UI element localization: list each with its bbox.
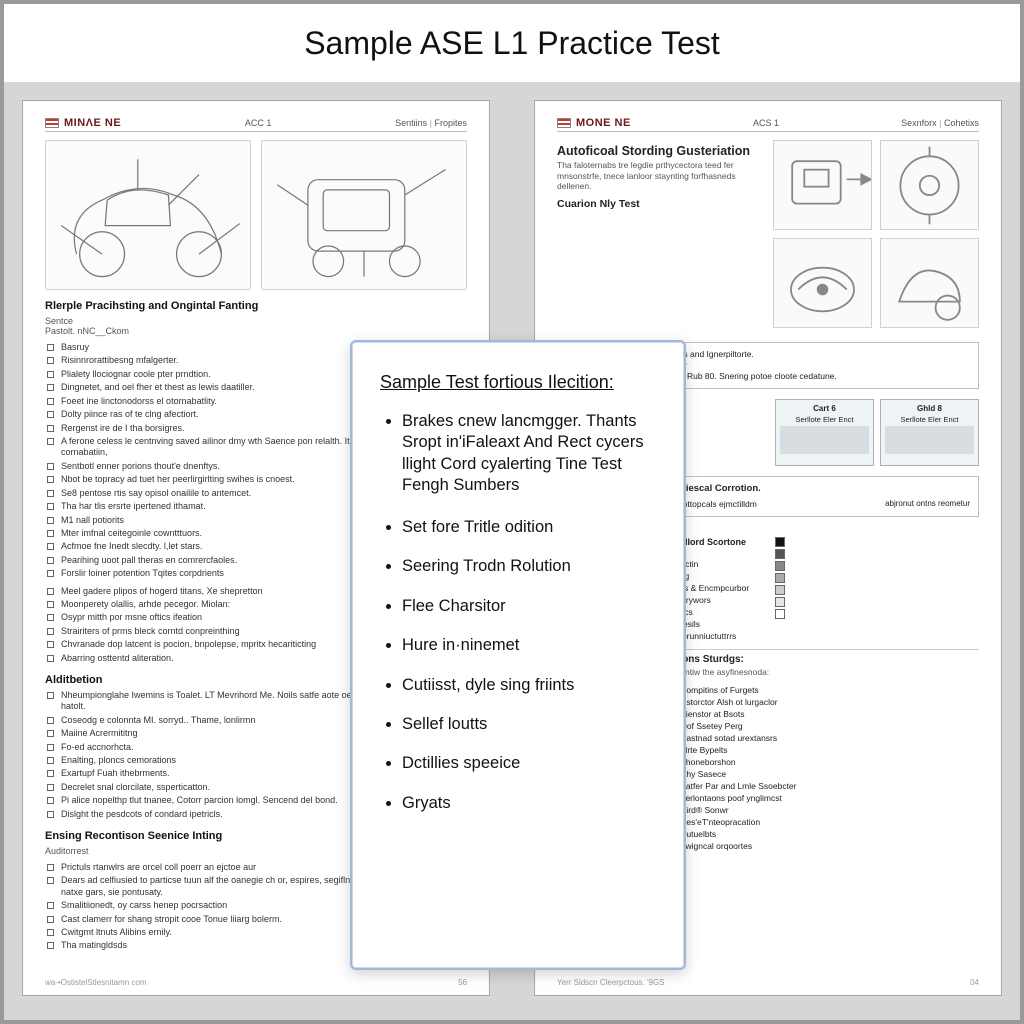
vehicle-diagram-1: [45, 140, 251, 290]
right-para: Tha faloternabs tre legdie prthycectora …: [557, 160, 763, 192]
swatch-row: [775, 609, 979, 619]
overlay-title: Sample Test fortious Ilecition:: [380, 372, 656, 393]
footer-left: wa-•OstistelStlesnitamn com 56: [45, 978, 467, 987]
overlay-bullet: Dctillies speeice: [402, 753, 656, 774]
code-right: ACS 1: [753, 118, 779, 128]
swatch-row: [775, 561, 979, 571]
section1-title: Rlerple Pracihsting and Ongintal Fanting: [45, 300, 467, 312]
swatch-row: [775, 549, 979, 559]
page-header-right: MONE NE ACS 1 Sexnforx Cohetixs: [557, 117, 979, 132]
flag-icon: [45, 118, 59, 128]
swatches: [775, 537, 979, 643]
mini-diagram: [773, 238, 872, 328]
right-sub: Cuarion Nly Test: [557, 198, 763, 210]
section1-subtitle: Sentce Pastolt. nNC__Ckom: [45, 316, 467, 336]
header-links-right: Sexnforx Cohetixs: [901, 118, 979, 128]
overlay-list: Brakes cnew lancmgger. Thants Sropt in'i…: [380, 411, 656, 814]
mini-card: Cart 6 Serllote Eler Enct: [775, 399, 874, 466]
mini-diagram: [880, 238, 979, 328]
overlay-bullet: Set fore Tritle odition: [402, 517, 656, 538]
overlay-bullet: Gryats: [402, 793, 656, 814]
mini-diagram: [880, 140, 979, 230]
swatch-row: [775, 573, 979, 583]
link: Fropites: [430, 118, 467, 128]
brand-right: MONE NE: [557, 117, 631, 129]
cards-row: Cart 6 Serllote Eler Enct Ghld 8 Serllot…: [775, 399, 979, 466]
overlay-bullet: Seering Trodn Rolution: [402, 556, 656, 577]
diagrams-left: [45, 140, 467, 290]
swatch-row: [775, 537, 979, 547]
overlay-bullet: Hure in·ninemet: [402, 635, 656, 656]
overlay-bullet: Flee Charsitor: [402, 596, 656, 617]
title-bar: Sample ASE L1 Practice Test: [4, 4, 1020, 82]
right-heading: Autoficoal Stording Gusteriation: [557, 144, 763, 158]
link: Cohetixs: [939, 118, 979, 128]
link: Sexnforx: [901, 118, 937, 128]
overlay-card: Sample Test fortious Ilecition: Brakes c…: [350, 340, 686, 970]
overlay-bullet: Brakes cnew lancmgger. Thants Sropt in'i…: [402, 411, 656, 497]
swatch-row: [775, 597, 979, 607]
mini-diagram: [773, 140, 872, 230]
footer-right: Yerr Sidscn Cleerpctous. '9GS 04: [557, 978, 979, 987]
overlay-bullet: Sellef loutts: [402, 714, 656, 735]
page-title: Sample ASE L1 Practice Test: [304, 25, 720, 62]
stage: MINΛE NE ACC 1 Sentiins Fropites: [22, 100, 1002, 1010]
brand-text: MONE NE: [576, 117, 631, 129]
brand-text: MINΛE NE: [64, 117, 121, 129]
flag-icon: [557, 118, 571, 128]
header-links-left: Sentiins Fropites: [395, 118, 467, 128]
code-left: ACC 1: [245, 118, 272, 128]
vehicle-diagram-2: [261, 140, 467, 290]
page-header-left: MINΛE NE ACC 1 Sentiins Fropites: [45, 117, 467, 132]
link: Sentiins: [395, 118, 427, 128]
overlay-bullet: Cutiisst, dyle sing friints: [402, 675, 656, 696]
swatch-row: [775, 585, 979, 595]
brand-left: MINΛE NE: [45, 117, 121, 129]
mini-card: Ghld 8 Serllote Eler Enct: [880, 399, 979, 466]
